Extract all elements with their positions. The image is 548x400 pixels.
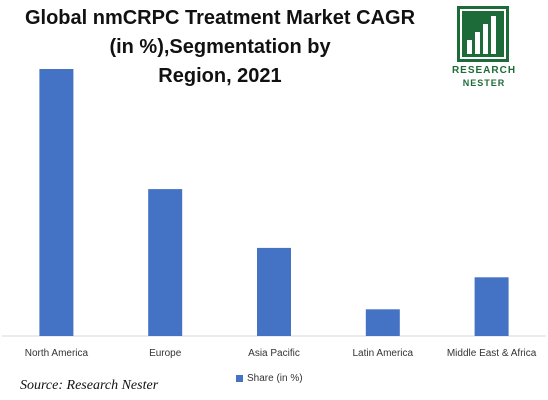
- x-tick-label: North America: [25, 348, 89, 359]
- x-tick-labels: North America Europe Asia Pacific Latin Ame…: [25, 348, 537, 359]
- x-tick-label: Latin America: [353, 348, 414, 359]
- source-note: Source: Research Nester: [20, 378, 159, 393]
- bar-group: [39, 69, 509, 336]
- chart-title-line-1: Global nmCRPC Treatment Market CAGR: [24, 7, 416, 29]
- bar-chart-logo-icon: [457, 6, 509, 62]
- x-tick-label: Europe: [149, 348, 182, 359]
- chart-title-line-2: (in %),Segmentation by: [109, 36, 331, 58]
- x-tick-label: Middle East & Africa: [447, 348, 537, 359]
- logo-text-research: RESEARCH: [451, 65, 517, 76]
- legend-label: Share (in %): [247, 372, 303, 384]
- chart-legend: Share (in %): [236, 371, 303, 385]
- bar-latin-america: [365, 309, 400, 336]
- bar-north-america: [39, 69, 74, 336]
- chart-title-line-3: Region, 2021: [158, 65, 282, 87]
- x-tick-label: Asia Pacific: [248, 348, 300, 359]
- chart-title: Global nmCRPC Treatment Market CAGR (in …: [0, 4, 440, 91]
- logo-text-nester: NESTER: [462, 78, 506, 88]
- legend-swatch: [236, 374, 243, 382]
- research-nester-logo: RESEARCH NESTER: [451, 6, 517, 94]
- bar-middle-east-africa: [474, 277, 509, 336]
- bar-europe: [148, 189, 183, 336]
- bar-asia-pacific: [257, 247, 291, 336]
